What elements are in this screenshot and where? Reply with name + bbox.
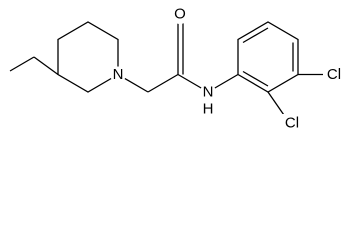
atom-label: Cl: [327, 66, 341, 83]
label-bg: [110, 66, 126, 83]
bonds: [9, 21, 328, 119]
bond: [9, 56, 35, 72]
ring-bonds: [237, 21, 299, 93]
bond: [147, 73, 179, 93]
atom-label: N: [113, 66, 124, 83]
bond: [242, 27, 269, 44]
page: {"atoms": [ {"label": "N"}, {"label": "O…: [9, 5, 345, 133]
atom-label: H: [203, 101, 214, 118]
atom-label: N: [203, 84, 214, 101]
molecule-diagram: N O N H Cl Cl: [9, 5, 345, 133]
atom-labels: N O N H Cl Cl: [110, 6, 345, 133]
bond: [242, 70, 269, 87]
label-bg: [323, 65, 345, 84]
label-bg: [200, 84, 216, 100]
bond: [33, 56, 59, 76]
ring-bonds: [57, 21, 119, 93]
atom-label: Cl: [285, 115, 299, 132]
label-bg: [171, 6, 189, 24]
atom-label: O: [174, 6, 186, 23]
label-bg: [281, 114, 303, 133]
bond: [267, 91, 287, 119]
